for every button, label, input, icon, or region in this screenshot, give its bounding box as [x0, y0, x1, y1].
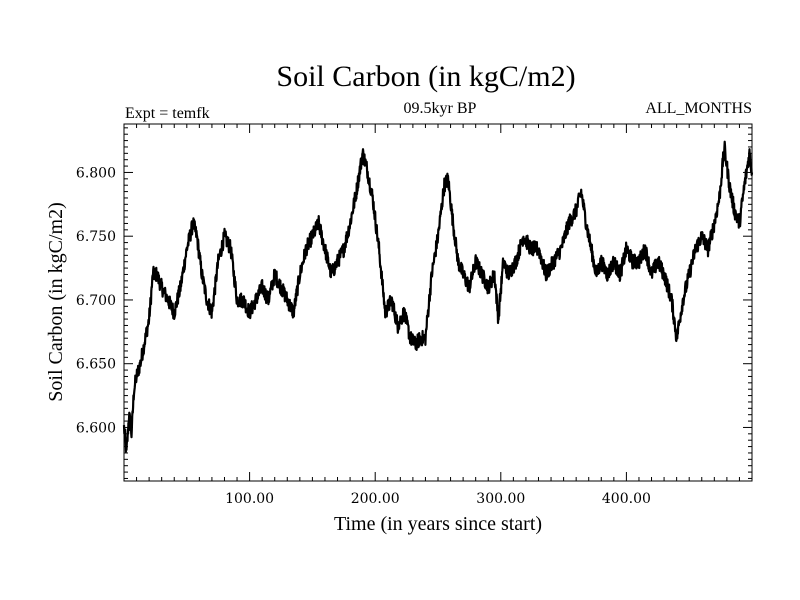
- x-tick-label: 300.00: [476, 491, 525, 507]
- period-label: 09.5kyr BP: [404, 100, 477, 117]
- chart-title: Soil Carbon (in kgC/m2): [276, 60, 575, 93]
- y-tick-label: 6.700: [76, 293, 116, 309]
- y-tick-label: 6.650: [76, 357, 116, 373]
- x-tick-label: 200.00: [351, 491, 400, 507]
- y-tick-label: 6.750: [76, 229, 116, 245]
- soil-carbon-series-line: [122, 140, 754, 453]
- months-label: ALL_MONTHS: [645, 100, 752, 117]
- x-axis-label: Time (in years since start): [334, 513, 542, 535]
- x-tick-label: 100.00: [225, 491, 274, 507]
- y-tick-label: 6.800: [76, 165, 116, 181]
- y-axis-label: Soil Carbon (in kgC/m2): [45, 202, 67, 401]
- y-tick-label: 6.600: [76, 420, 116, 436]
- x-tick-label: 400.00: [602, 491, 651, 507]
- experiment-label: Expt = temfk: [125, 105, 210, 122]
- x-axis-ticks: 100.00 200.00 300.00 400.00: [136, 124, 740, 507]
- plot-frame: [123, 123, 753, 482]
- y-axis-ticks: 6.600 6.650 6.700 6.750 6.800: [76, 127, 752, 479]
